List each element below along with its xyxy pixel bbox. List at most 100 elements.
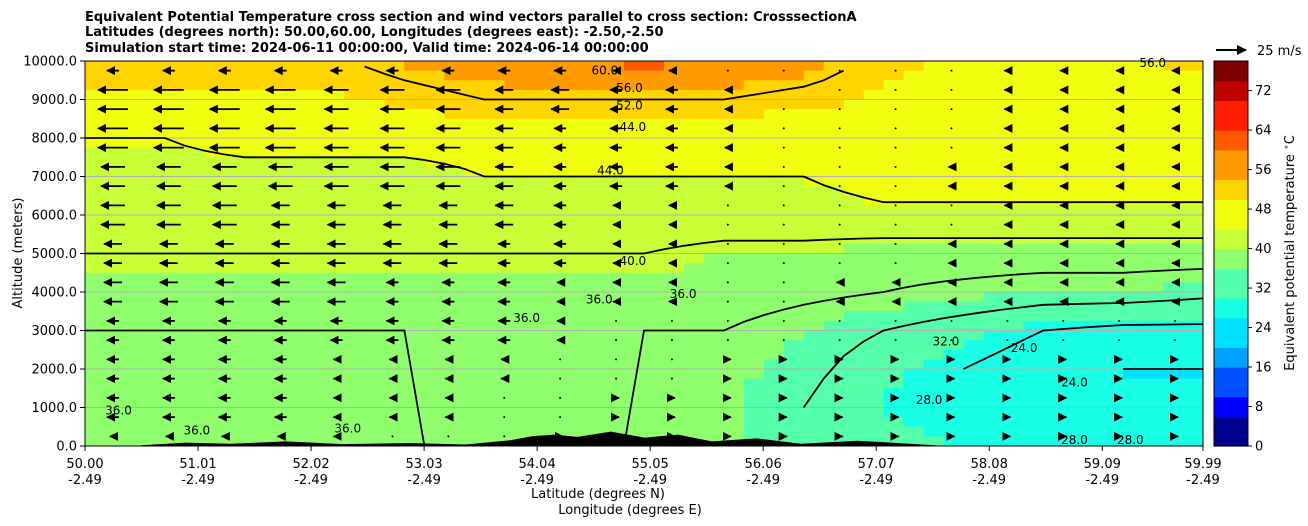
temperature-cell — [983, 301, 1004, 312]
temperature-cell — [304, 426, 326, 437]
colorbar-tick-label: 32 — [1255, 282, 1272, 297]
temperature-cell — [464, 205, 485, 216]
temperature-cell — [863, 99, 885, 110]
temperature-cell — [1163, 166, 1184, 178]
temperature-cell — [184, 407, 206, 418]
temperature-cell — [843, 109, 865, 120]
temperature-cell — [164, 215, 186, 226]
temperature-cell — [1163, 70, 1184, 81]
temperature-cell — [644, 147, 665, 158]
temperature-cell — [983, 89, 1004, 101]
contour-label: 36.0 — [670, 287, 697, 301]
temperature-cell — [144, 195, 166, 206]
temperature-cell — [863, 253, 885, 264]
temperature-cell — [1103, 215, 1124, 226]
temperature-cell — [144, 138, 166, 149]
wind-vector — [950, 108, 953, 111]
temperature-cell — [783, 417, 805, 428]
temperature-cell — [1043, 195, 1064, 206]
temperature-cell — [963, 70, 984, 81]
temperature-cell — [863, 263, 885, 274]
temperature-cell — [1063, 215, 1084, 226]
temperature-cell — [1123, 147, 1144, 158]
temperature-cell — [644, 70, 665, 81]
temperature-cell — [703, 176, 725, 187]
temperature-cell — [683, 243, 705, 255]
temperature-cell — [843, 359, 865, 370]
temperature-cell — [224, 272, 246, 283]
temperature-cell — [803, 99, 825, 110]
temperature-cell — [963, 99, 984, 110]
temperature-cell — [743, 378, 765, 389]
colorbar-band — [1214, 416, 1248, 427]
temperature-cell — [284, 320, 306, 332]
colorbar-tick-label: 24 — [1255, 321, 1272, 336]
temperature-cell — [224, 253, 246, 264]
temperature-cell — [544, 234, 565, 245]
temperature-cell — [1103, 205, 1124, 216]
temperature-cell — [1123, 311, 1144, 322]
temperature-cell — [504, 89, 525, 101]
temperature-cell — [1063, 99, 1084, 110]
temperature-cell — [863, 80, 885, 91]
temperature-cell — [644, 388, 665, 399]
temperature-cell — [863, 70, 885, 81]
temperature-cell — [903, 282, 925, 293]
temperature-cell — [544, 426, 565, 437]
temperature-cell — [304, 205, 326, 216]
temperature-cell — [823, 80, 845, 91]
temperature-cell — [124, 378, 146, 389]
temperature-cell — [1003, 320, 1024, 332]
temperature-cell — [1143, 340, 1164, 351]
temperature-cell — [663, 340, 685, 351]
temperature-cell — [723, 80, 745, 91]
temperature-cell — [983, 282, 1004, 293]
temperature-cell — [344, 138, 366, 149]
temperature-cell — [1043, 205, 1064, 216]
wind-vector — [447, 435, 450, 438]
temperature-cell — [424, 195, 445, 206]
temperature-cell — [504, 320, 525, 332]
temperature-cell — [384, 417, 406, 428]
temperature-cell — [1043, 378, 1064, 389]
temperature-cell — [1023, 292, 1044, 303]
temperature-cell — [723, 388, 745, 399]
temperature-cell — [484, 176, 505, 187]
temperature-cell — [1163, 417, 1184, 428]
temperature-cell — [124, 292, 146, 303]
temperature-cell — [384, 359, 406, 370]
temperature-cell — [324, 378, 346, 389]
temperature-cell — [344, 157, 366, 168]
temperature-cell — [264, 301, 286, 312]
temperature-cell — [284, 388, 306, 399]
temperature-cell — [983, 118, 1004, 129]
temperature-cell — [883, 292, 905, 303]
temperature-cell — [763, 234, 785, 245]
temperature-cell — [1163, 292, 1184, 303]
temperature-cell — [384, 157, 406, 168]
temperature-cell — [1123, 99, 1144, 110]
wind-vector — [782, 242, 785, 245]
temperature-cell — [843, 301, 865, 312]
temperature-cell — [863, 407, 885, 418]
temperature-cell — [524, 378, 545, 389]
temperature-cell — [983, 407, 1004, 418]
temperature-cell — [224, 166, 246, 178]
temperature-cell — [703, 417, 725, 428]
temperature-cell — [384, 80, 406, 91]
temperature-cell — [104, 89, 126, 101]
temperature-cell — [783, 320, 805, 332]
temperature-cell — [823, 61, 845, 72]
temperature-cell — [1003, 147, 1024, 158]
temperature-cell — [663, 282, 685, 293]
temperature-cell — [244, 195, 266, 206]
temperature-cell — [144, 70, 166, 81]
temperature-cell — [743, 109, 765, 120]
temperature-cell — [823, 147, 845, 158]
temperature-cell — [683, 426, 705, 437]
temperature-cell — [104, 417, 126, 428]
temperature-cell — [663, 128, 685, 139]
temperature-cell — [604, 205, 625, 216]
temperature-cell — [883, 397, 905, 409]
wind-vector — [838, 319, 841, 322]
